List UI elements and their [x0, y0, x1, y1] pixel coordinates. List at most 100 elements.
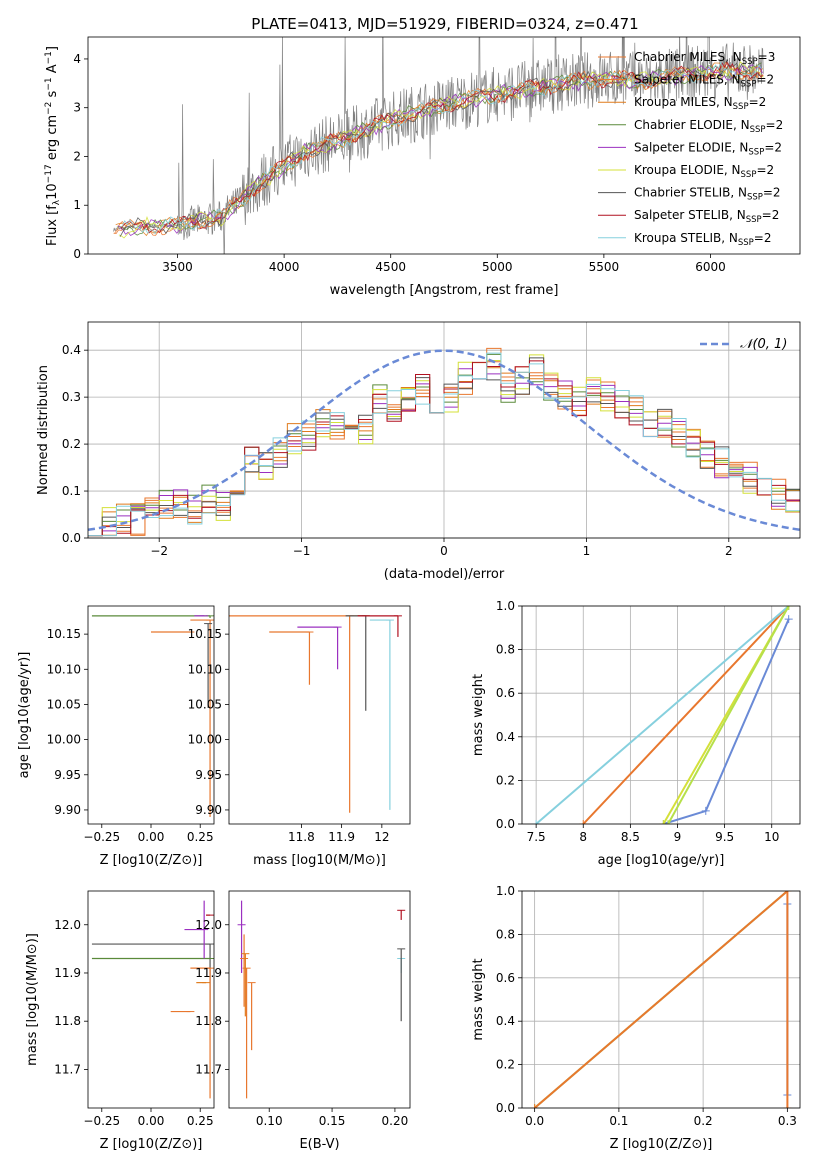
mass-weight-line [582, 606, 790, 824]
spectrum-plot [113, 37, 764, 254]
x-tick-label: 4000 [269, 260, 300, 274]
age-vs-mass-axes [225, 633, 383, 828]
x-axis-label: age [log10(age/yr)] [598, 853, 725, 868]
y-tick-label: 0.6 [496, 971, 515, 985]
y-tick-label: 0.2 [496, 773, 515, 787]
y-tick-label: 9.95 [195, 768, 222, 782]
y-tick-label: 10.05 [188, 697, 222, 711]
model-spectrum [121, 61, 762, 235]
y-tick-label: 11.9 [54, 966, 81, 980]
data-point [784, 615, 793, 624]
data-point [579, 820, 588, 824]
y-tick-label: 10.00 [188, 733, 222, 747]
mass-weight-vs-Z-frame [521, 890, 801, 1109]
y-tick-label: 0.8 [496, 643, 515, 657]
x-axis-label: Z [log10(Z/Z⊙)] [610, 1137, 713, 1152]
mass-vs-Z-axes [84, 924, 201, 1112]
x-tick-label: 5500 [589, 260, 620, 274]
x-tick-label: 0.00 [138, 830, 165, 844]
data-point [783, 891, 792, 895]
y-axis-label: Normed distribution [36, 365, 51, 495]
legend-label: Chabrier STELIB, NSSP=2 [634, 186, 781, 203]
y-tick-label: 12.0 [195, 918, 222, 932]
legend-label: Chabrier MILES, NSSP=3 [634, 50, 775, 67]
residuals-frame [87, 321, 801, 539]
x-axis-label: mass [log10(M/M⊙)] [253, 853, 386, 868]
mass-weight-line [533, 891, 789, 1108]
y-tick-label: 0 [73, 247, 81, 261]
x-tick-label: −0.25 [83, 830, 120, 844]
mass-weight-vs-age-plot [532, 606, 793, 824]
x-tick-label: 0.10 [256, 1114, 283, 1128]
y-axis-label: mass [log10(M/M⊙)] [25, 933, 40, 1066]
x-tick-label: 0.00 [138, 1114, 165, 1128]
y-tick-label: 3 [73, 101, 81, 115]
y-tick-label: 0.1 [62, 484, 81, 498]
mass-weight-line [667, 606, 790, 824]
legend-label: Kroupa STELIB, NSSP=2 [634, 231, 772, 248]
figure-title: PLATE=0413, MJD=51929, FIBERID=0324, z=0… [251, 15, 638, 33]
y-tick-label: 11.8 [195, 1014, 222, 1028]
x-tick-label: 10 [764, 830, 779, 844]
x-tick-label: −0.25 [83, 1114, 120, 1128]
y-axis-label: mass weight [471, 958, 486, 1040]
y-tick-label: 4 [73, 52, 81, 66]
age-vs-mass-frame [228, 605, 411, 825]
mass-vs-ebv-frame [228, 890, 411, 1109]
mass-weight-line [535, 606, 790, 824]
x-tick-label: 12 [374, 830, 389, 844]
y-tick-label: 10.10 [188, 662, 222, 676]
legend-label: Salpeter STELIB, NSSP=2 [634, 208, 779, 225]
x-axis-label: Z [log10(Z/Z⊙)] [100, 1137, 203, 1152]
y-tick-label: 0.0 [496, 817, 515, 831]
y-tick-label: 10.05 [47, 697, 81, 711]
model-spectrum [119, 62, 763, 237]
spectrum-frame [87, 36, 801, 255]
age-vs-Z-frame [87, 605, 215, 825]
data-point [783, 1104, 792, 1108]
age-vs-Z-plot [91, 615, 214, 817]
y-tick-label: 10.00 [47, 733, 81, 747]
mass-weight-vs-Z-plot [530, 891, 792, 1108]
residual-histogram [88, 352, 800, 537]
y-tick-label: 12.0 [54, 918, 81, 932]
legend-label: Kroupa MILES, NSSP=2 [634, 95, 766, 112]
y-tick-label: 9.90 [54, 803, 81, 817]
x-tick-label: 9 [674, 830, 682, 844]
x-tick-label: 9.5 [715, 830, 734, 844]
x-tick-label: 3500 [162, 260, 193, 274]
mass-vs-ebv-plot [237, 900, 406, 1099]
x-tick-label: 6000 [695, 260, 726, 274]
x-tick-label: −1 [293, 544, 311, 558]
y-tick-label: 0.4 [62, 343, 81, 357]
mass-vs-Z-plot [91, 900, 214, 1099]
observed-spectrum [113, 37, 764, 254]
y-tick-label: 0.0 [496, 1101, 515, 1115]
x-tick-label: 0.2 [694, 1114, 713, 1128]
x-axis-label: Z [log10(Z/Z⊙)] [100, 853, 203, 868]
x-tick-label: 0.15 [319, 1114, 346, 1128]
x-tick-label: 8.5 [621, 830, 640, 844]
normal-curve [88, 349, 800, 532]
x-tick-label: 11.9 [328, 830, 355, 844]
data-point [659, 820, 668, 824]
y-axis-label: age [log10(age/yr)] [17, 652, 32, 779]
y-axis-label: mass weight [471, 674, 486, 756]
residuals-plot [88, 347, 800, 537]
y-axis-label: Flux [fλ10−17 erg cm−2 s−1 A−1] [44, 46, 62, 246]
residuals-axes [84, 322, 800, 542]
y-tick-label: 0.2 [62, 437, 81, 451]
x-tick-label: 0.1 [609, 1114, 628, 1128]
x-tick-label: 5000 [482, 260, 513, 274]
y-tick-label: 2 [73, 149, 81, 163]
mass-weight-vs-age-frame [521, 605, 801, 825]
y-tick-label: 1.0 [496, 884, 515, 898]
x-axis-label: wavelength [Angstrom, rest frame] [330, 283, 559, 298]
y-tick-label: 11.9 [195, 966, 222, 980]
y-tick-label: 1.0 [496, 599, 515, 613]
x-axis-label: E(B-V) [299, 1137, 339, 1152]
y-tick-label: 0.4 [496, 730, 515, 744]
data-point [530, 1104, 539, 1108]
y-tick-label: 11.8 [54, 1014, 81, 1028]
x-tick-label: 7.5 [527, 830, 546, 844]
